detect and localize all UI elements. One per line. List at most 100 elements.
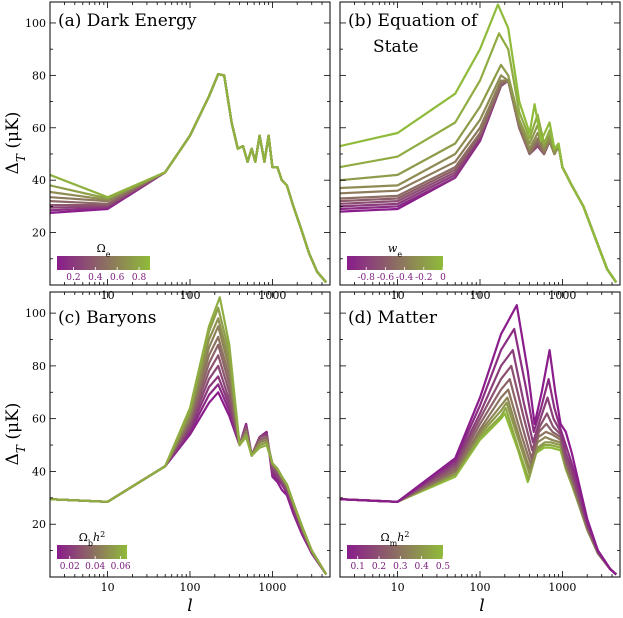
y-tick-label: 40 <box>32 174 46 187</box>
colorbar: -0.8 -0.6 -0.4 -0.2 0 we <box>347 242 446 283</box>
colorbar-tick-label: 0 <box>440 273 446 283</box>
colorbar-tick-label: 0.4 <box>415 562 430 572</box>
series-line <box>50 73 328 284</box>
x-tick-label: 100 <box>470 581 491 594</box>
series-line <box>50 317 328 575</box>
colorbar-label-tail: h <box>397 531 404 544</box>
ticks-layer: 10 100 1000 20 40 60 80 100 <box>25 292 331 594</box>
colorbar-tick-label: 0.04 <box>85 562 105 572</box>
y-tick-label: 100 <box>25 17 46 30</box>
panel-title: (d) Matter <box>348 308 438 328</box>
colorbar-label-main: w <box>388 242 398 255</box>
y-tick-label: 20 <box>32 518 46 531</box>
plot-frame <box>49 1 331 286</box>
ylabel-sub: T <box>14 444 28 453</box>
series-line <box>50 73 328 284</box>
colorbar-tick-label: 0.06 <box>111 562 131 572</box>
colorbar: 0.2 0.4 0.6 0.8 Ωe <box>57 242 150 283</box>
x-tick-label: 10 <box>391 581 405 594</box>
series-line <box>340 32 618 284</box>
colorbar-tick-label: 0.2 <box>372 562 386 572</box>
series-line <box>50 73 328 284</box>
x-tick-label: 1000 <box>258 581 286 594</box>
series-layer <box>340 304 617 576</box>
colorbar-tick-label: -0.4 <box>396 273 414 283</box>
y-tick-label: 80 <box>32 69 46 82</box>
x-tick-label: 1000 <box>548 581 576 594</box>
colorbar-label-exp: 2 <box>404 530 409 539</box>
colorbar-label-sub: m <box>390 539 398 548</box>
colorbar-label-main: Ω <box>79 531 88 544</box>
colorbar-tick-label: 0.8 <box>132 273 147 283</box>
series-line <box>50 73 328 284</box>
series-line <box>50 73 328 284</box>
colorbar-tick-label: -0.8 <box>358 273 376 283</box>
series-layer <box>50 296 328 576</box>
ylabel-sub: T <box>14 153 28 162</box>
x-tick-label: 10 <box>101 581 115 594</box>
y-axis-label: ΔT (μK) <box>3 112 28 175</box>
panel-title: (c) Baryons <box>58 308 156 328</box>
colorbar-tick-label: -0.6 <box>377 273 395 283</box>
ylabel-unit: (μK) <box>3 403 23 445</box>
series-line <box>340 63 618 284</box>
panel-d: 10 100 1000 (d) Matter 0.1 0.2 0.3 0.4 0.5 Ωmh2… <box>339 291 621 616</box>
colorbar-gradient <box>347 256 443 270</box>
colorbar-tick-label: 0.2 <box>66 273 80 283</box>
x-axis-label: l <box>479 596 484 616</box>
colorbar-label-sub: b <box>88 539 93 548</box>
colorbar-tick-label: 0.02 <box>60 562 80 572</box>
ylabel-main: Δ <box>3 453 23 465</box>
series-line <box>50 73 328 284</box>
y-tick-label: 20 <box>32 227 46 240</box>
colorbar-label-main: Ω <box>97 242 106 255</box>
series-line <box>50 306 328 575</box>
series-line <box>50 296 328 575</box>
panel-title-line-1: (b) Equation of <box>348 11 479 31</box>
colorbar-label-sub: e <box>106 250 111 259</box>
series-layer <box>340 3 618 284</box>
x-axis-label: l <box>187 596 192 616</box>
series-line <box>340 304 617 576</box>
y-axis-label: ΔT (μK) <box>3 403 28 466</box>
panel-b: 10 100 1000 (b) Equation of State -0.8 -0.6… <box>339 1 621 302</box>
panel-title: (a) Dark Energy <box>58 11 197 31</box>
y-tick-label: 60 <box>32 122 46 135</box>
colorbar-label-tail: h <box>93 531 100 544</box>
colorbar-gradient <box>57 256 150 270</box>
series-line <box>340 3 618 284</box>
colorbar-label: Ωe <box>97 242 111 259</box>
colorbar-tick-label: 0.1 <box>351 562 365 572</box>
y-tick-label: 40 <box>32 465 46 478</box>
series-line <box>50 73 328 284</box>
colorbar-label: Ωmh2 <box>381 530 410 548</box>
colorbar-label-sub: e <box>397 250 402 259</box>
series-layer <box>50 73 328 284</box>
colorbar-tick-label: 0.6 <box>110 273 125 283</box>
series-line <box>50 73 328 284</box>
ylabel-main: Δ <box>3 162 23 174</box>
series-line <box>50 73 328 284</box>
ticks-layer: 10 100 1000 <box>339 292 621 594</box>
colorbar-label: we <box>388 242 402 259</box>
colorbar-gradient <box>347 545 443 559</box>
series-line <box>340 74 618 284</box>
colorbar-tick-label: 0.4 <box>88 273 103 283</box>
colorbar-label: Ωbh2 <box>79 530 105 548</box>
colorbar-tick-label: 0.5 <box>436 562 451 572</box>
panel-title-line-2: State <box>373 37 419 57</box>
colorbar: 0.1 0.2 0.3 0.4 0.5 Ωmh2 <box>347 530 451 572</box>
y-tick-label: 80 <box>32 360 46 373</box>
colorbar-label-exp: 2 <box>100 530 105 539</box>
colorbar-tick-label: 0.3 <box>393 562 408 572</box>
colorbar-label-main: Ω <box>381 531 390 544</box>
colorbar: 0.02 0.04 0.06 Ωbh2 <box>57 530 131 572</box>
colorbar-tick-label: -0.2 <box>415 273 432 283</box>
x-tick-label: 100 <box>180 581 201 594</box>
y-tick-label: 100 <box>25 307 46 320</box>
colorbar-gradient <box>57 545 127 559</box>
y-tick-label: 60 <box>32 413 46 426</box>
